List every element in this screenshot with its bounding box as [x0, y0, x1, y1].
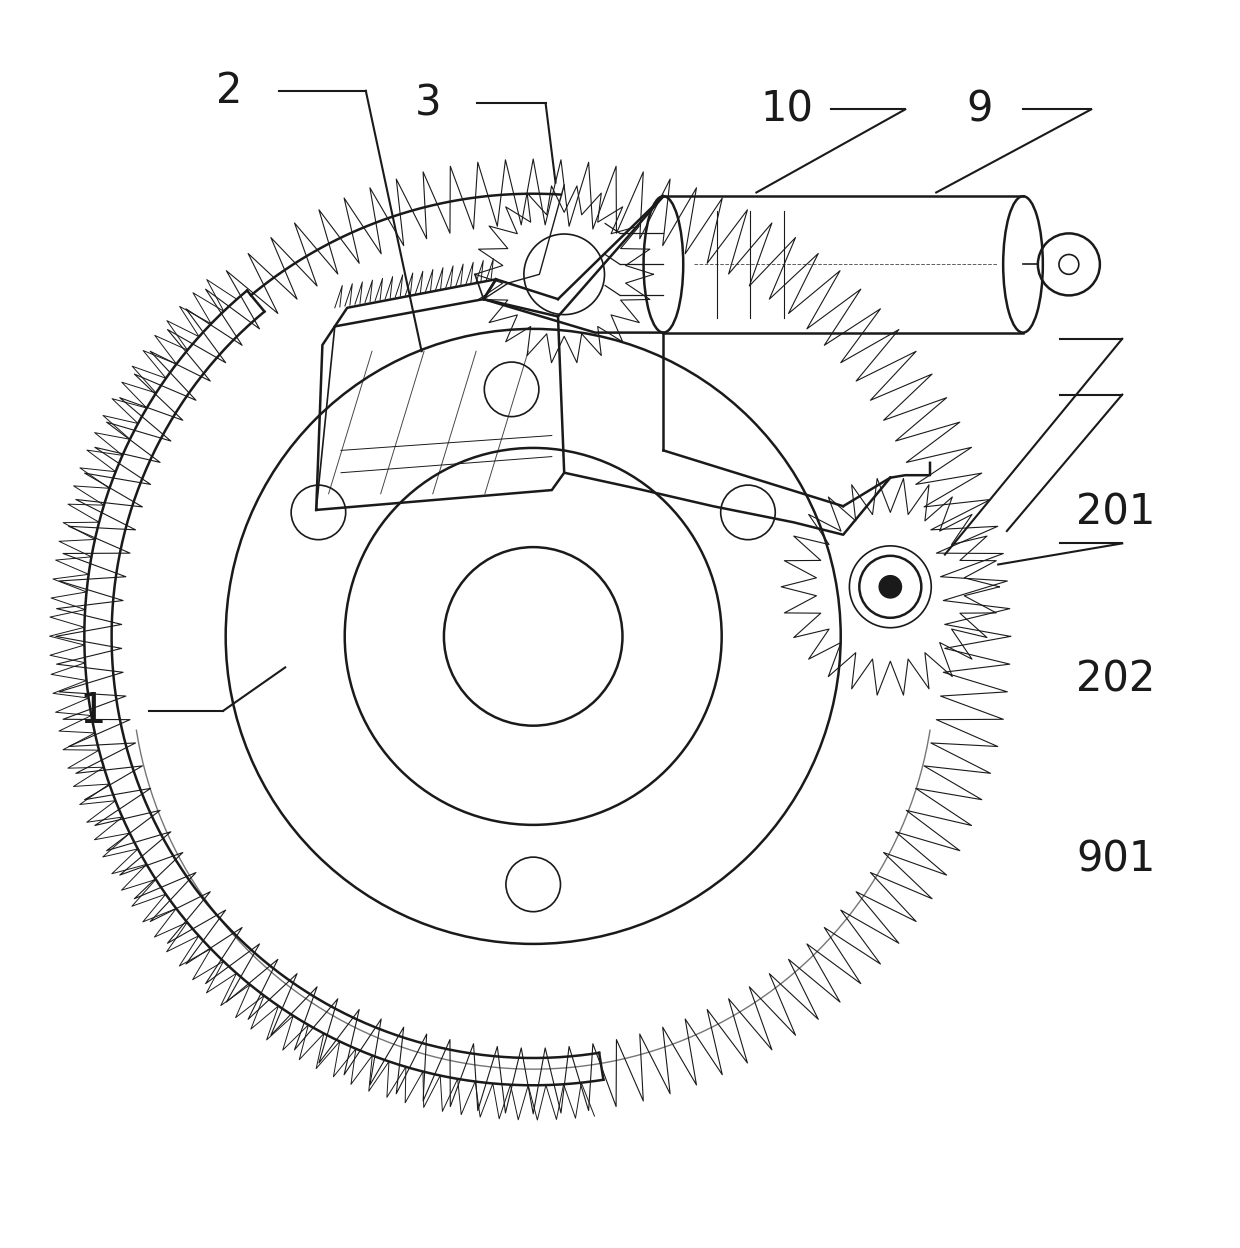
Text: 901: 901: [1076, 839, 1156, 881]
Text: 3: 3: [414, 82, 441, 125]
Circle shape: [879, 575, 901, 598]
Text: 202: 202: [1076, 659, 1156, 701]
Text: 9: 9: [966, 89, 993, 130]
Text: 201: 201: [1076, 492, 1156, 533]
Text: 2: 2: [216, 70, 243, 112]
Text: 1: 1: [79, 690, 107, 731]
Text: 10: 10: [761, 89, 813, 130]
